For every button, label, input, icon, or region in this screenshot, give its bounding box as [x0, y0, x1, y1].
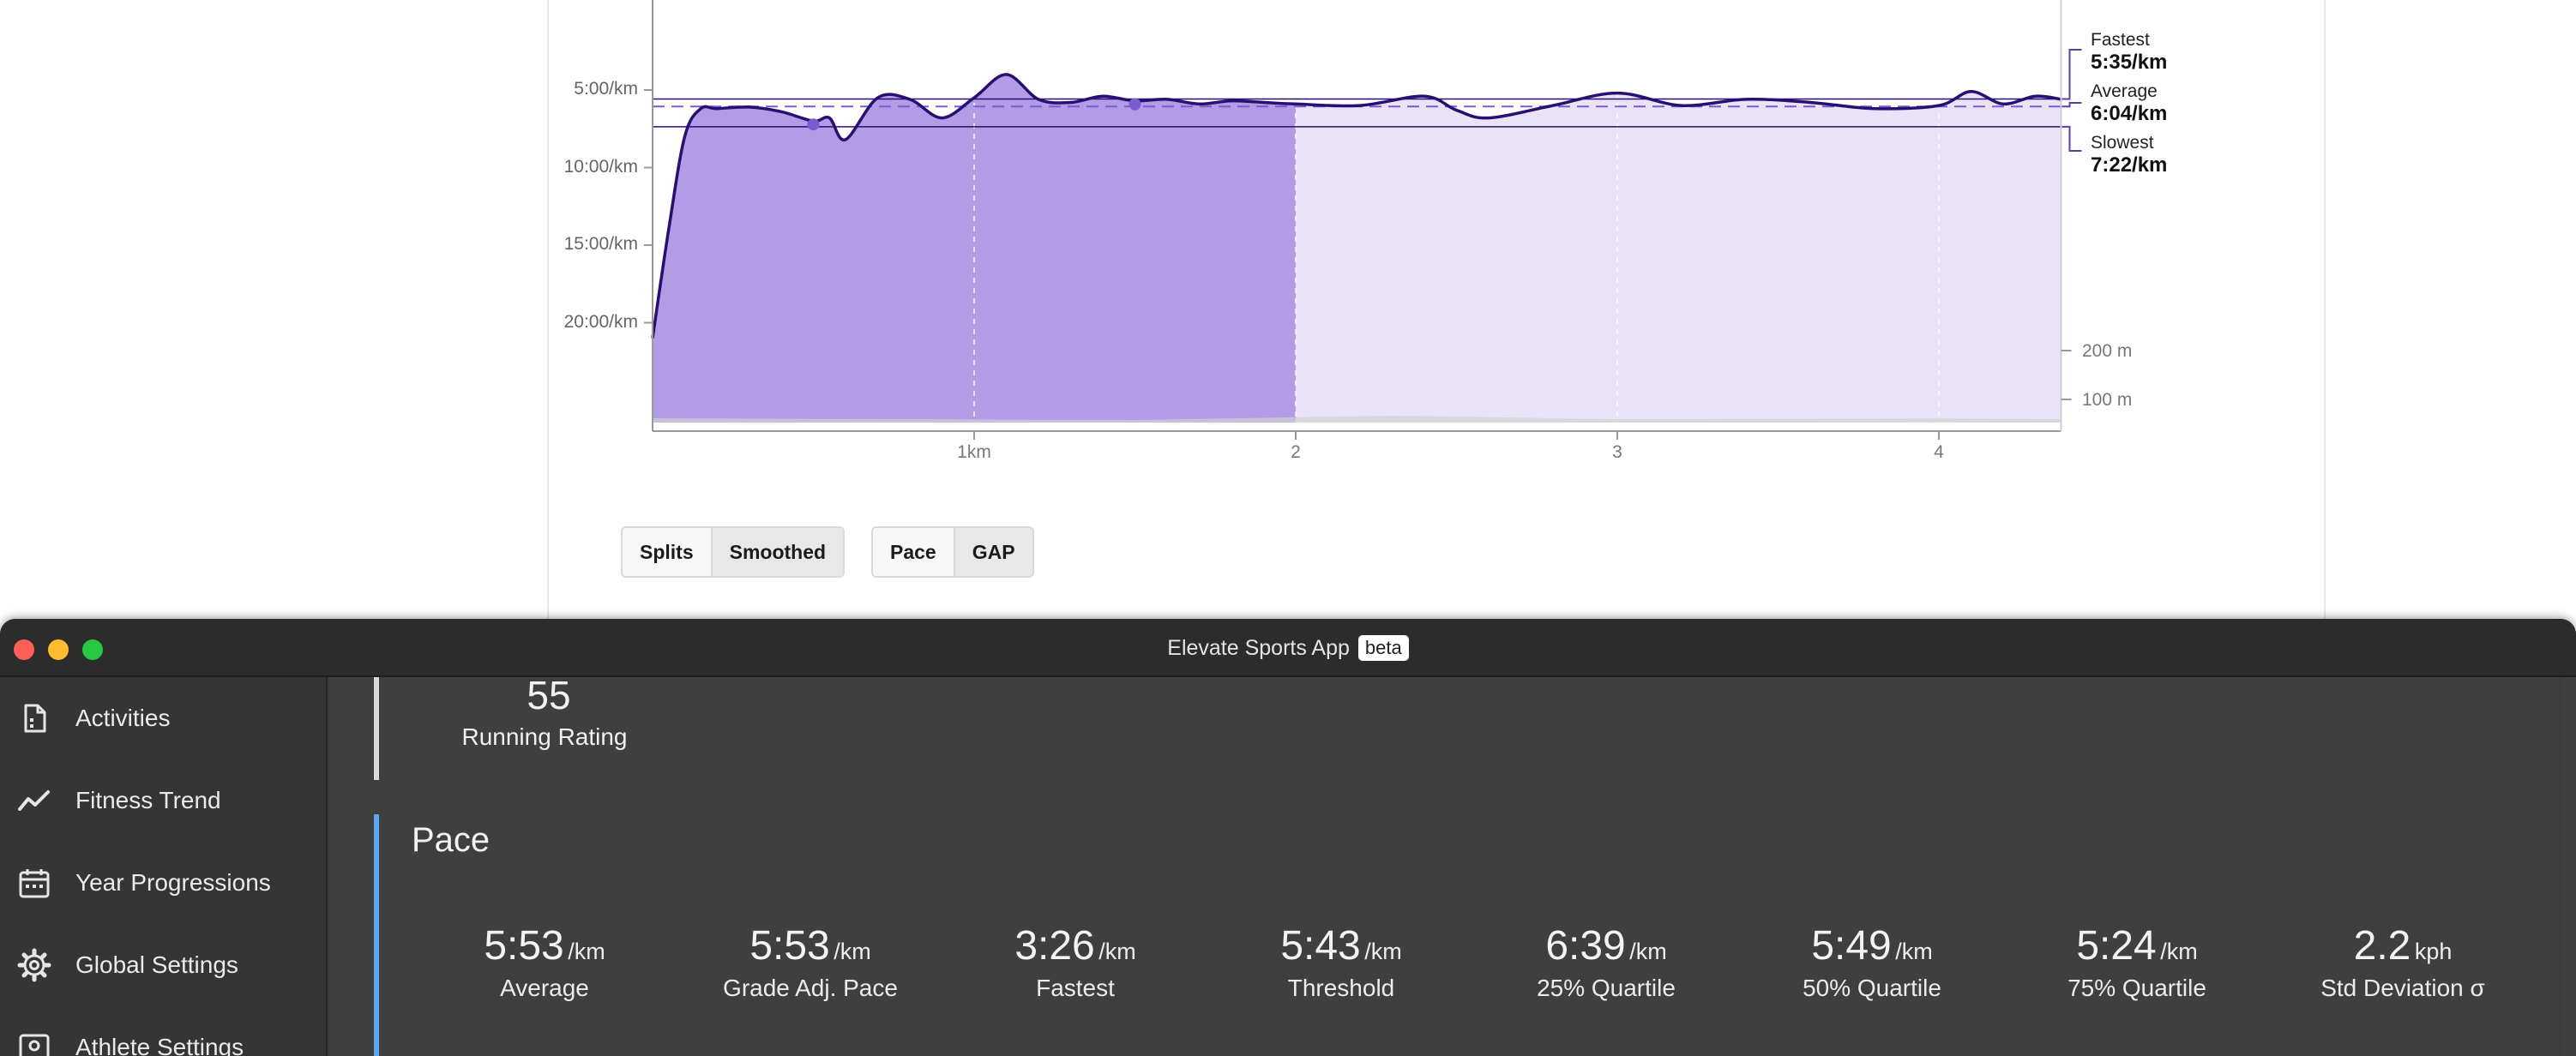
stat-unit: /km — [1629, 939, 1667, 964]
slowest-label: Slowest — [2091, 133, 2154, 153]
y-tick-label: 20:00/km — [563, 312, 638, 332]
average-value: 6:04/km — [2091, 102, 2168, 125]
pace-button[interactable]: Pace — [873, 528, 955, 576]
pace-stat-q50: 5:49 /km 50% Quartile — [1743, 922, 2001, 1002]
pace-stat-q75: 5:24 /km 75% Quartile — [2008, 922, 2266, 1002]
pace-stat-threshold: 5:43 /km Threshold — [1213, 922, 1470, 1002]
running-rating-label: Running Rating — [461, 723, 628, 750]
stat-value: 3:26 — [1014, 923, 1095, 969]
stat-value: 5:24 — [2076, 923, 2157, 969]
trend-icon — [18, 790, 50, 811]
sidebar: Activities Fitness Trend Year Progressio… — [0, 677, 328, 1056]
stat-unit: /km — [1098, 939, 1136, 964]
document-icon — [24, 704, 46, 733]
stat-value: 6:39 — [1545, 923, 1626, 969]
stat-value: 5:49 — [1811, 923, 1892, 969]
stat-label: 25% Quartile — [1537, 975, 1676, 1001]
average-reference: Average 6:04/km — [2091, 82, 2167, 124]
elevation-tick-label: 100 m — [2082, 390, 2133, 410]
fastest-value: 5:35/km — [2091, 51, 2168, 74]
sidebar-item-label: Global Settings — [75, 951, 238, 978]
app-window: Elevate Sports App beta Activities Fitne… — [0, 619, 2576, 1056]
sidebar-item-label: Year Progressions — [75, 869, 271, 896]
average-label: Average — [2091, 81, 2158, 101]
stat-unit: /km — [834, 939, 871, 964]
stat-unit: /km — [1364, 939, 1402, 964]
stat-label: Grade Adj. Pace — [723, 975, 898, 1001]
x-tick-label: 4 — [1934, 442, 1944, 462]
sidebar-item-fitness-trend[interactable]: Fitness Trend — [0, 759, 328, 842]
reference-connector — [2061, 49, 2082, 100]
rating-section-bar — [374, 677, 379, 780]
activity-page: 5:00/km 10:00/km 15:00/km 20:00/km 1km 2… — [0, 0, 2576, 619]
gap-button[interactable]: GAP — [954, 528, 1032, 576]
stat-label: Threshold — [1287, 975, 1395, 1001]
minimize-window-button[interactable] — [48, 639, 69, 660]
km-marker — [1129, 98, 1141, 111]
window-title: Elevate Sports App beta — [0, 619, 2576, 677]
stat-unit: /km — [1895, 939, 1933, 964]
sidebar-item-global-settings[interactable]: Global Settings — [0, 924, 328, 1006]
sidebar-item-year-progressions[interactable]: Year Progressions — [0, 842, 328, 924]
sidebar-item-label: Athlete Settings — [75, 1034, 244, 1056]
y-tick-label: 15:00/km — [563, 234, 638, 254]
running-rating-value: 55 — [527, 673, 571, 717]
stat-unit: /km — [568, 939, 605, 964]
x-tick-label: 1km — [957, 442, 991, 462]
fastest-label: Fastest — [2091, 30, 2150, 50]
y-tick-label: 10:00/km — [563, 157, 638, 177]
stat-unit: /km — [2160, 939, 2198, 964]
zoom-window-button[interactable] — [82, 639, 103, 660]
title-bar[interactable]: Elevate Sports App beta — [0, 619, 2576, 677]
reference-connector — [2061, 125, 2082, 152]
pace-area-inactive — [1296, 91, 2061, 423]
stat-value: 5:43 — [1280, 923, 1361, 969]
app-name: Elevate Sports App — [1167, 635, 1350, 660]
beta-badge: beta — [1357, 635, 1409, 661]
pace-section-title: Pace — [412, 821, 491, 859]
slowest-value: 7:22/km — [2091, 153, 2168, 177]
sidebar-item-label: Activities — [75, 705, 171, 731]
pace-stat-average: 5:53 /km Average — [416, 922, 673, 1002]
sidebar-item-label: Fitness Trend — [75, 787, 221, 813]
stat-value: 5:53 — [484, 923, 564, 969]
close-window-button[interactable] — [14, 639, 34, 660]
sidebar-item-athlete-settings[interactable]: Athlete Settings — [0, 1006, 328, 1056]
sidebar-item-activities[interactable]: Activities — [0, 677, 328, 759]
stat-label: 75% Quartile — [2067, 975, 2206, 1001]
pace-stat-q25: 6:39 /km 25% Quartile — [1478, 922, 1735, 1002]
stat-label: Fastest — [1036, 975, 1115, 1001]
pace-line — [651, 73, 2061, 339]
stat-value: 5:53 — [749, 923, 830, 969]
elevation-area — [653, 416, 2061, 423]
splits-button[interactable]: Splits — [623, 528, 713, 576]
main-content[interactable] — [329, 677, 2559, 1056]
slowest-reference: Slowest 7:22/km — [2091, 134, 2167, 176]
gear-icon — [17, 948, 51, 982]
calendar-icon — [19, 869, 50, 898]
stat-value: 2.2 — [2353, 923, 2411, 969]
km-marker — [807, 118, 820, 131]
pace-section-bar — [374, 814, 379, 1056]
pace-chart[interactable] — [0, 0, 2576, 480]
x-tick-label: 2 — [1291, 442, 1301, 462]
pace-stat-grade-adj: 5:53 /km Grade Adj. Pace — [682, 922, 939, 1002]
pace-stat-std-dev: 2.2 kph Std Deviation σ — [2274, 922, 2531, 1002]
stat-unit: kph — [2414, 939, 2453, 964]
split-mode-toggle: Splits Smoothed — [621, 526, 846, 578]
stat-label: Std Deviation σ — [2320, 975, 2485, 1001]
x-tick-label: 3 — [1612, 442, 1622, 462]
elevation-tick-label: 200 m — [2082, 341, 2133, 361]
scrollbar[interactable] — [2562, 677, 2576, 1056]
stat-label: Average — [500, 975, 589, 1001]
y-tick-label: 5:00/km — [574, 79, 638, 99]
pace-stat-fastest: 3:26 /km Fastest — [947, 922, 1204, 1002]
metric-toggle: Pace GAP — [871, 526, 1034, 578]
stat-label: 50% Quartile — [1803, 975, 1941, 1001]
fastest-reference: Fastest 5:35/km — [2091, 31, 2167, 73]
athlete-icon — [19, 1034, 50, 1056]
reference-connector — [2061, 102, 2082, 108]
smoothed-button[interactable]: Smoothed — [712, 528, 844, 576]
